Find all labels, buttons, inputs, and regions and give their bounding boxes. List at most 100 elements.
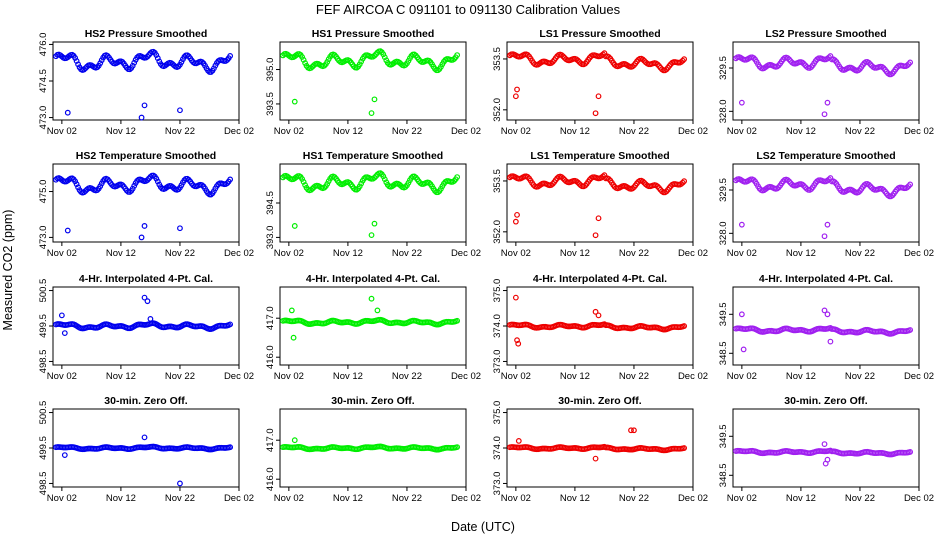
plot-frame: [279, 286, 467, 366]
y-tick-label: 416.0: [265, 467, 276, 491]
x-tick-label: Nov 02: [274, 371, 304, 382]
data-point: [144, 177, 151, 183]
y-tick-label: 329.5: [718, 56, 729, 80]
series-HS2: [53, 48, 234, 121]
outlier-point: [738, 221, 745, 228]
data-point: [454, 174, 461, 181]
panel-title: HS1 Temperature Smoothed: [303, 150, 443, 162]
data-point: [784, 177, 791, 183]
panel-title: HS2 Temperature Smoothed: [76, 150, 216, 162]
y-tick-label: 499.5: [38, 314, 49, 338]
data-point: [199, 59, 205, 65]
series-LS1: [507, 427, 688, 462]
y-tick-label: 352.0: [492, 98, 503, 122]
data-point: [299, 54, 306, 60]
x-tick-label: Nov 12: [786, 126, 816, 137]
x-tick-label: Nov 02: [501, 248, 531, 259]
x-tick-label: Nov 12: [560, 126, 590, 137]
data-point: [356, 183, 363, 190]
y-tick-label: 416.0: [265, 345, 276, 369]
panel-title: 30-min. Zero Off.: [784, 395, 868, 407]
outlier-point: [374, 307, 381, 314]
outlier-point: [821, 111, 828, 118]
y-tick-label: 476.0: [38, 33, 49, 57]
data-point: [154, 55, 161, 62]
plot-frame: [732, 286, 920, 366]
data-point: [299, 176, 306, 182]
x-tick-label: Dec 02: [451, 126, 481, 137]
series-LS2: [733, 441, 914, 467]
outlier-point: [138, 114, 145, 121]
outlier-point: [512, 218, 519, 225]
x-tick-label: Nov 22: [619, 248, 649, 259]
outlier-point: [141, 223, 148, 229]
data-point: [426, 179, 432, 186]
plot-frame: [506, 163, 694, 243]
y-tick-label: 374.0: [492, 314, 503, 338]
panel-ls1-zero: 30-min. Zero Off. Nov 02 Nov 12 Nov 22 Dec 0…: [492, 395, 708, 504]
plot-frame: [52, 163, 240, 243]
outlier-point: [177, 225, 183, 232]
data-point: [681, 445, 688, 451]
x-tick-label: Dec 02: [224, 126, 254, 137]
data-point: [153, 52, 160, 59]
plot-frame: [732, 408, 920, 488]
x-tick-label: Nov 12: [560, 248, 590, 259]
x-tick-label: Nov 22: [392, 248, 422, 259]
x-tick-label: Nov 22: [392, 493, 422, 504]
x-tick-label: Dec 02: [451, 493, 481, 504]
panel-hs1-pressure: HS1 Pressure Smoothed Nov 02 Nov 12 Nov 22 D…: [265, 28, 481, 137]
outlier-point: [138, 234, 145, 241]
x-tick-label: Dec 02: [451, 371, 481, 382]
x-tick-label: Nov 12: [106, 371, 136, 382]
outlier-point: [738, 311, 745, 318]
x-tick-label: Nov 22: [165, 126, 195, 137]
y-tick-label: 417.0: [265, 428, 276, 452]
x-tick-label: Nov 22: [619, 493, 649, 504]
data-point: [75, 184, 81, 191]
y-tick-label: 353.5: [492, 169, 503, 193]
x-tick-label: Nov 22: [619, 126, 649, 137]
data-point: [302, 60, 308, 66]
data-point: [321, 62, 328, 69]
y-tick-label: 394.5: [265, 191, 276, 215]
panel-ls2-interp: 4-Hr. Interpolated 4-Pt. Cal. Nov 02 Nov 1…: [718, 273, 934, 382]
series-LS1: [507, 172, 688, 239]
panel-hs1-zero: 30-min. Zero Off. Nov 02 Nov 12 Nov 22 Dec 0…: [265, 395, 481, 504]
x-tick-label: Nov 22: [165, 371, 195, 382]
x-tick-label: Nov 02: [501, 126, 531, 137]
y-tick-label: 393.5: [265, 92, 276, 116]
panel-hs2-zero: 30-min. Zero Off. Nov 02 Nov 12 Nov 22 Dec 0…: [38, 395, 254, 504]
data-point: [865, 181, 872, 188]
outlier-point: [291, 98, 298, 105]
data-point: [904, 62, 911, 69]
data-point: [454, 444, 461, 451]
data-point: [865, 59, 872, 66]
series-LS2: [733, 175, 914, 240]
series-LS2: [733, 53, 914, 118]
x-tick-label: Nov 02: [727, 248, 757, 259]
x-tick-label: Nov 12: [106, 248, 136, 259]
y-tick-label: 499.5: [38, 436, 49, 460]
data-point: [784, 55, 791, 61]
x-tick-label: Nov 02: [501, 371, 531, 382]
x-tick-label: Nov 02: [47, 371, 77, 382]
x-tick-label: Nov 12: [106, 493, 136, 504]
y-tick-label: 328.0: [718, 221, 729, 245]
y-tick-label: 352.0: [492, 220, 503, 244]
data-point: [131, 59, 138, 66]
outlier-point: [58, 312, 65, 319]
outlier-point: [824, 221, 831, 228]
y-axis-label: Measured CO2 (ppm): [1, 210, 15, 331]
y-tick-label: 348.5: [718, 463, 729, 487]
x-tick-label: Nov 12: [106, 126, 136, 137]
series-HS2: [53, 434, 234, 487]
y-tick-label: 393.0: [265, 226, 276, 250]
data-point: [907, 449, 914, 455]
figure-title: FEF AIRCOA C 091101 to 091130 Calibratio…: [316, 2, 621, 17]
outlier-point: [595, 312, 602, 319]
data-point: [381, 54, 388, 61]
data-point: [855, 67, 862, 74]
x-tick-label: Dec 02: [678, 248, 708, 259]
outlier-point: [291, 437, 298, 444]
